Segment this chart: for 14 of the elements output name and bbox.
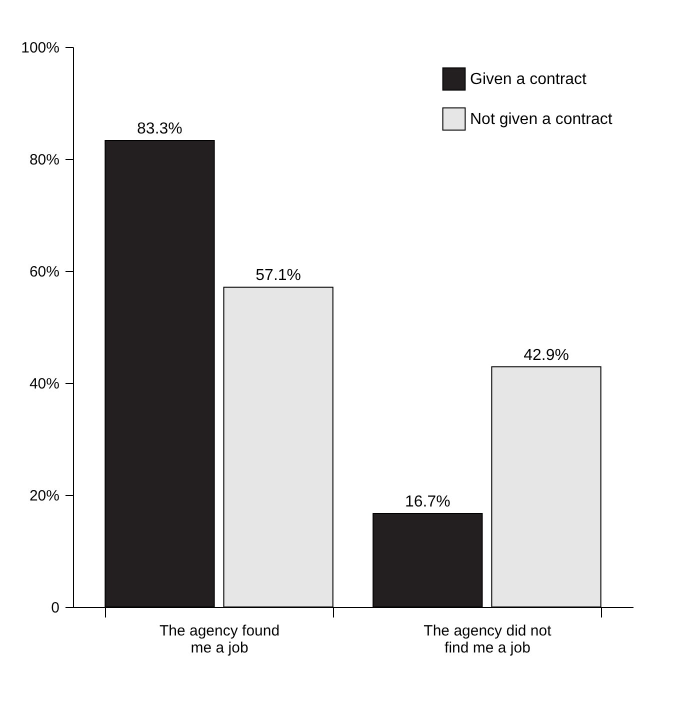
text: 83.3%: [137, 120, 182, 138]
y-tick-label: 20%: [29, 488, 60, 504]
x-tick-label: The agency found me a job: [159, 622, 280, 656]
y-tick-label: 60%: [29, 264, 60, 280]
text: 16.7%: [404, 493, 450, 510]
text: 57.1%: [256, 267, 302, 284]
text: 42.9%: [524, 346, 569, 364]
y-tick-label: 0: [51, 600, 60, 616]
y-tick-label: 100%: [21, 40, 60, 56]
y-tick-label: 80%: [29, 152, 60, 168]
y-tick-label: 40%: [29, 376, 60, 392]
legend-label: Not given a contract: [470, 111, 613, 128]
legend-label: Given a contract: [470, 71, 588, 88]
x-tick-label: The agency did not find me a job: [424, 622, 552, 656]
